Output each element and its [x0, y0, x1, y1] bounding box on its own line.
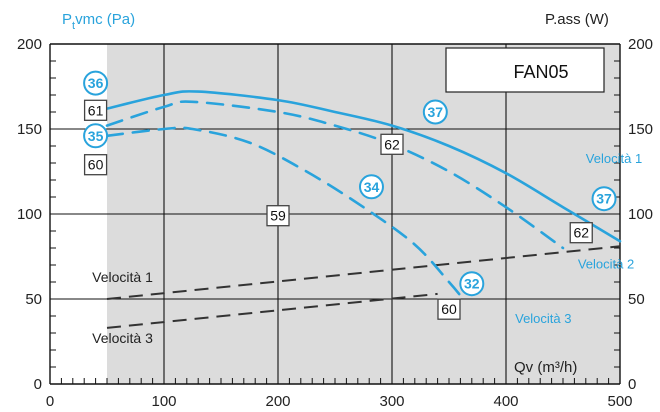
y-left-tick-label: 0 — [34, 376, 42, 393]
y-right-axis-title: P.ass (W) — [545, 11, 609, 28]
square-marker — [83, 99, 108, 121]
circle-marker — [459, 271, 485, 297]
y-left-tick-label: 100 — [17, 206, 42, 223]
circle-marker — [83, 70, 109, 96]
pressure-curves — [105, 90, 622, 297]
x-tick-label: 400 — [493, 393, 518, 410]
power-curve-line — [106, 292, 438, 329]
circle-marker-label: 36 — [88, 75, 104, 91]
series-label: Velocità 2 — [578, 256, 634, 271]
square-marker-label: 62 — [573, 225, 589, 241]
square-marker — [266, 205, 290, 227]
x-axis-title: Qv (m³/h) — [514, 359, 577, 376]
x-tick-label: 300 — [379, 393, 404, 410]
legend-box-title: FAN05 — [513, 62, 568, 82]
y-left-axis-title: Ptvmc (Pa) — [62, 11, 135, 32]
series-label: Velocità 3 — [515, 311, 571, 326]
series-label: Velocità 1 — [586, 151, 642, 166]
markers: 36 35 37 34 37 32 61 60 62 59 62 60 — [83, 70, 617, 320]
circle-marker — [422, 99, 448, 125]
power-curves — [106, 245, 621, 329]
pressure-curve-line — [105, 100, 565, 250]
square-marker-label: 62 — [384, 136, 400, 152]
pressure-curve-line — [105, 90, 622, 243]
x-tick-label: 0 — [46, 393, 54, 410]
square-marker — [437, 298, 461, 320]
pressure-curve-line — [105, 126, 462, 297]
circle-marker-label: 32 — [464, 276, 480, 292]
x-tick-label: 100 — [151, 393, 176, 410]
y-right-tick-label: 0 — [628, 376, 636, 393]
y-right-tick-label: 200 — [628, 36, 653, 53]
circle-marker — [358, 174, 384, 200]
power-curve-line — [106, 245, 621, 300]
square-marker-label: 59 — [270, 208, 286, 224]
y-left-tick-label: 150 — [17, 121, 42, 138]
y-right-tick-label: 100 — [628, 206, 653, 223]
square-marker — [569, 222, 593, 244]
circle-marker-label: 37 — [596, 191, 612, 207]
y-left-tick-label: 200 — [17, 36, 42, 53]
square-marker — [83, 154, 108, 176]
circle-marker — [591, 186, 617, 212]
square-marker-label: 61 — [88, 102, 104, 118]
legend-box — [445, 47, 605, 93]
series-labels: Velocità 1 Velocità 2 Velocità 3 Velocità 1… — [92, 151, 642, 346]
y-left-tick-label: 50 — [25, 291, 42, 308]
circle-marker-label: 34 — [364, 179, 380, 195]
series-label: Velocità 1 — [92, 269, 153, 285]
square-marker-label: 60 — [441, 301, 457, 317]
series-label: Velocità 3 — [92, 330, 153, 346]
circle-marker — [83, 123, 109, 149]
x-tick-label: 500 — [607, 393, 632, 410]
x-tick-label: 200 — [265, 393, 290, 410]
circle-marker-label: 35 — [88, 128, 104, 144]
y-right-tick-label: 50 — [628, 291, 645, 308]
circle-marker-label: 37 — [428, 104, 444, 120]
y-right-tick-label: 150 — [628, 121, 653, 138]
square-marker — [380, 133, 404, 155]
square-marker-label: 60 — [88, 157, 104, 173]
